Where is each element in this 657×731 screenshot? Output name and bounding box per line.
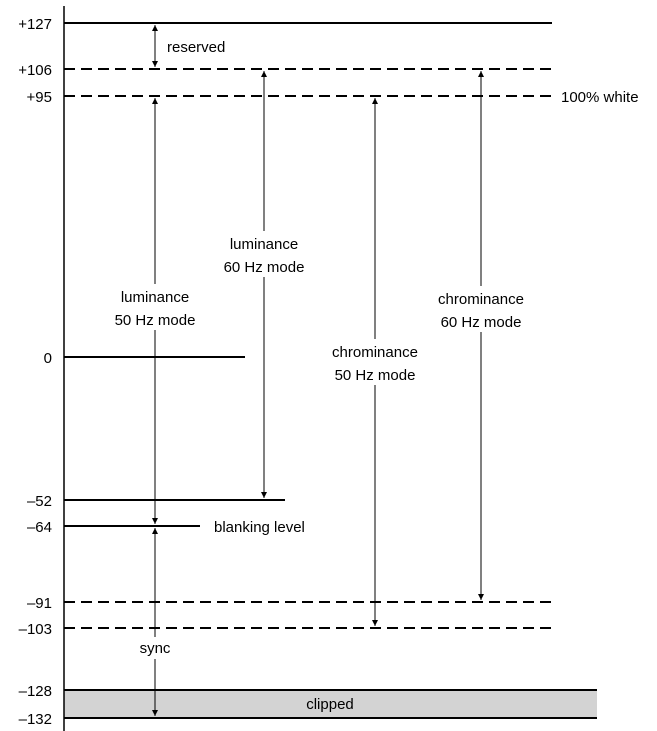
blanking-level-label: blanking level — [214, 519, 305, 536]
level-label-minus52: –52 — [27, 493, 52, 510]
chrominance-50hz-label-line1: chrominance — [332, 344, 418, 361]
label-bg-lum60 — [212, 231, 316, 277]
level-label-minus103: –103 — [19, 621, 52, 638]
chrominance-60hz-label-line2: 60 Hz mode — [441, 314, 522, 331]
level-label-minus128: –128 — [19, 683, 52, 700]
label-bg-chr50 — [318, 339, 432, 385]
level-label-106: +106 — [18, 62, 52, 79]
level-label-0: 0 — [44, 350, 52, 367]
chrominance-60hz-label-line1: chrominance — [438, 291, 524, 308]
label-bg-chr60 — [423, 286, 539, 332]
luminance-50hz-label-line2: 50 Hz mode — [115, 312, 196, 329]
level-label-minus132: –132 — [19, 711, 52, 728]
chrominance-50hz-label-line2: 50 Hz mode — [335, 367, 416, 384]
level-label-95: +95 — [27, 89, 52, 106]
reserved-label: reserved — [167, 39, 225, 56]
white-label: 100% white — [561, 89, 639, 106]
label-bg-sync — [133, 637, 177, 659]
level-label-127: +127 — [18, 16, 52, 33]
level-label-minus91: –91 — [27, 595, 52, 612]
luminance-60hz-label-line1: luminance — [230, 236, 298, 253]
label-bg-lum50 — [102, 284, 208, 330]
luminance-60hz-label-line2: 60 Hz mode — [224, 259, 305, 276]
sync-label: sync — [140, 640, 171, 657]
luminance-50hz-label-line1: luminance — [121, 289, 189, 306]
clipped-label: clipped — [306, 696, 354, 713]
level-label-minus64: –64 — [27, 519, 52, 536]
